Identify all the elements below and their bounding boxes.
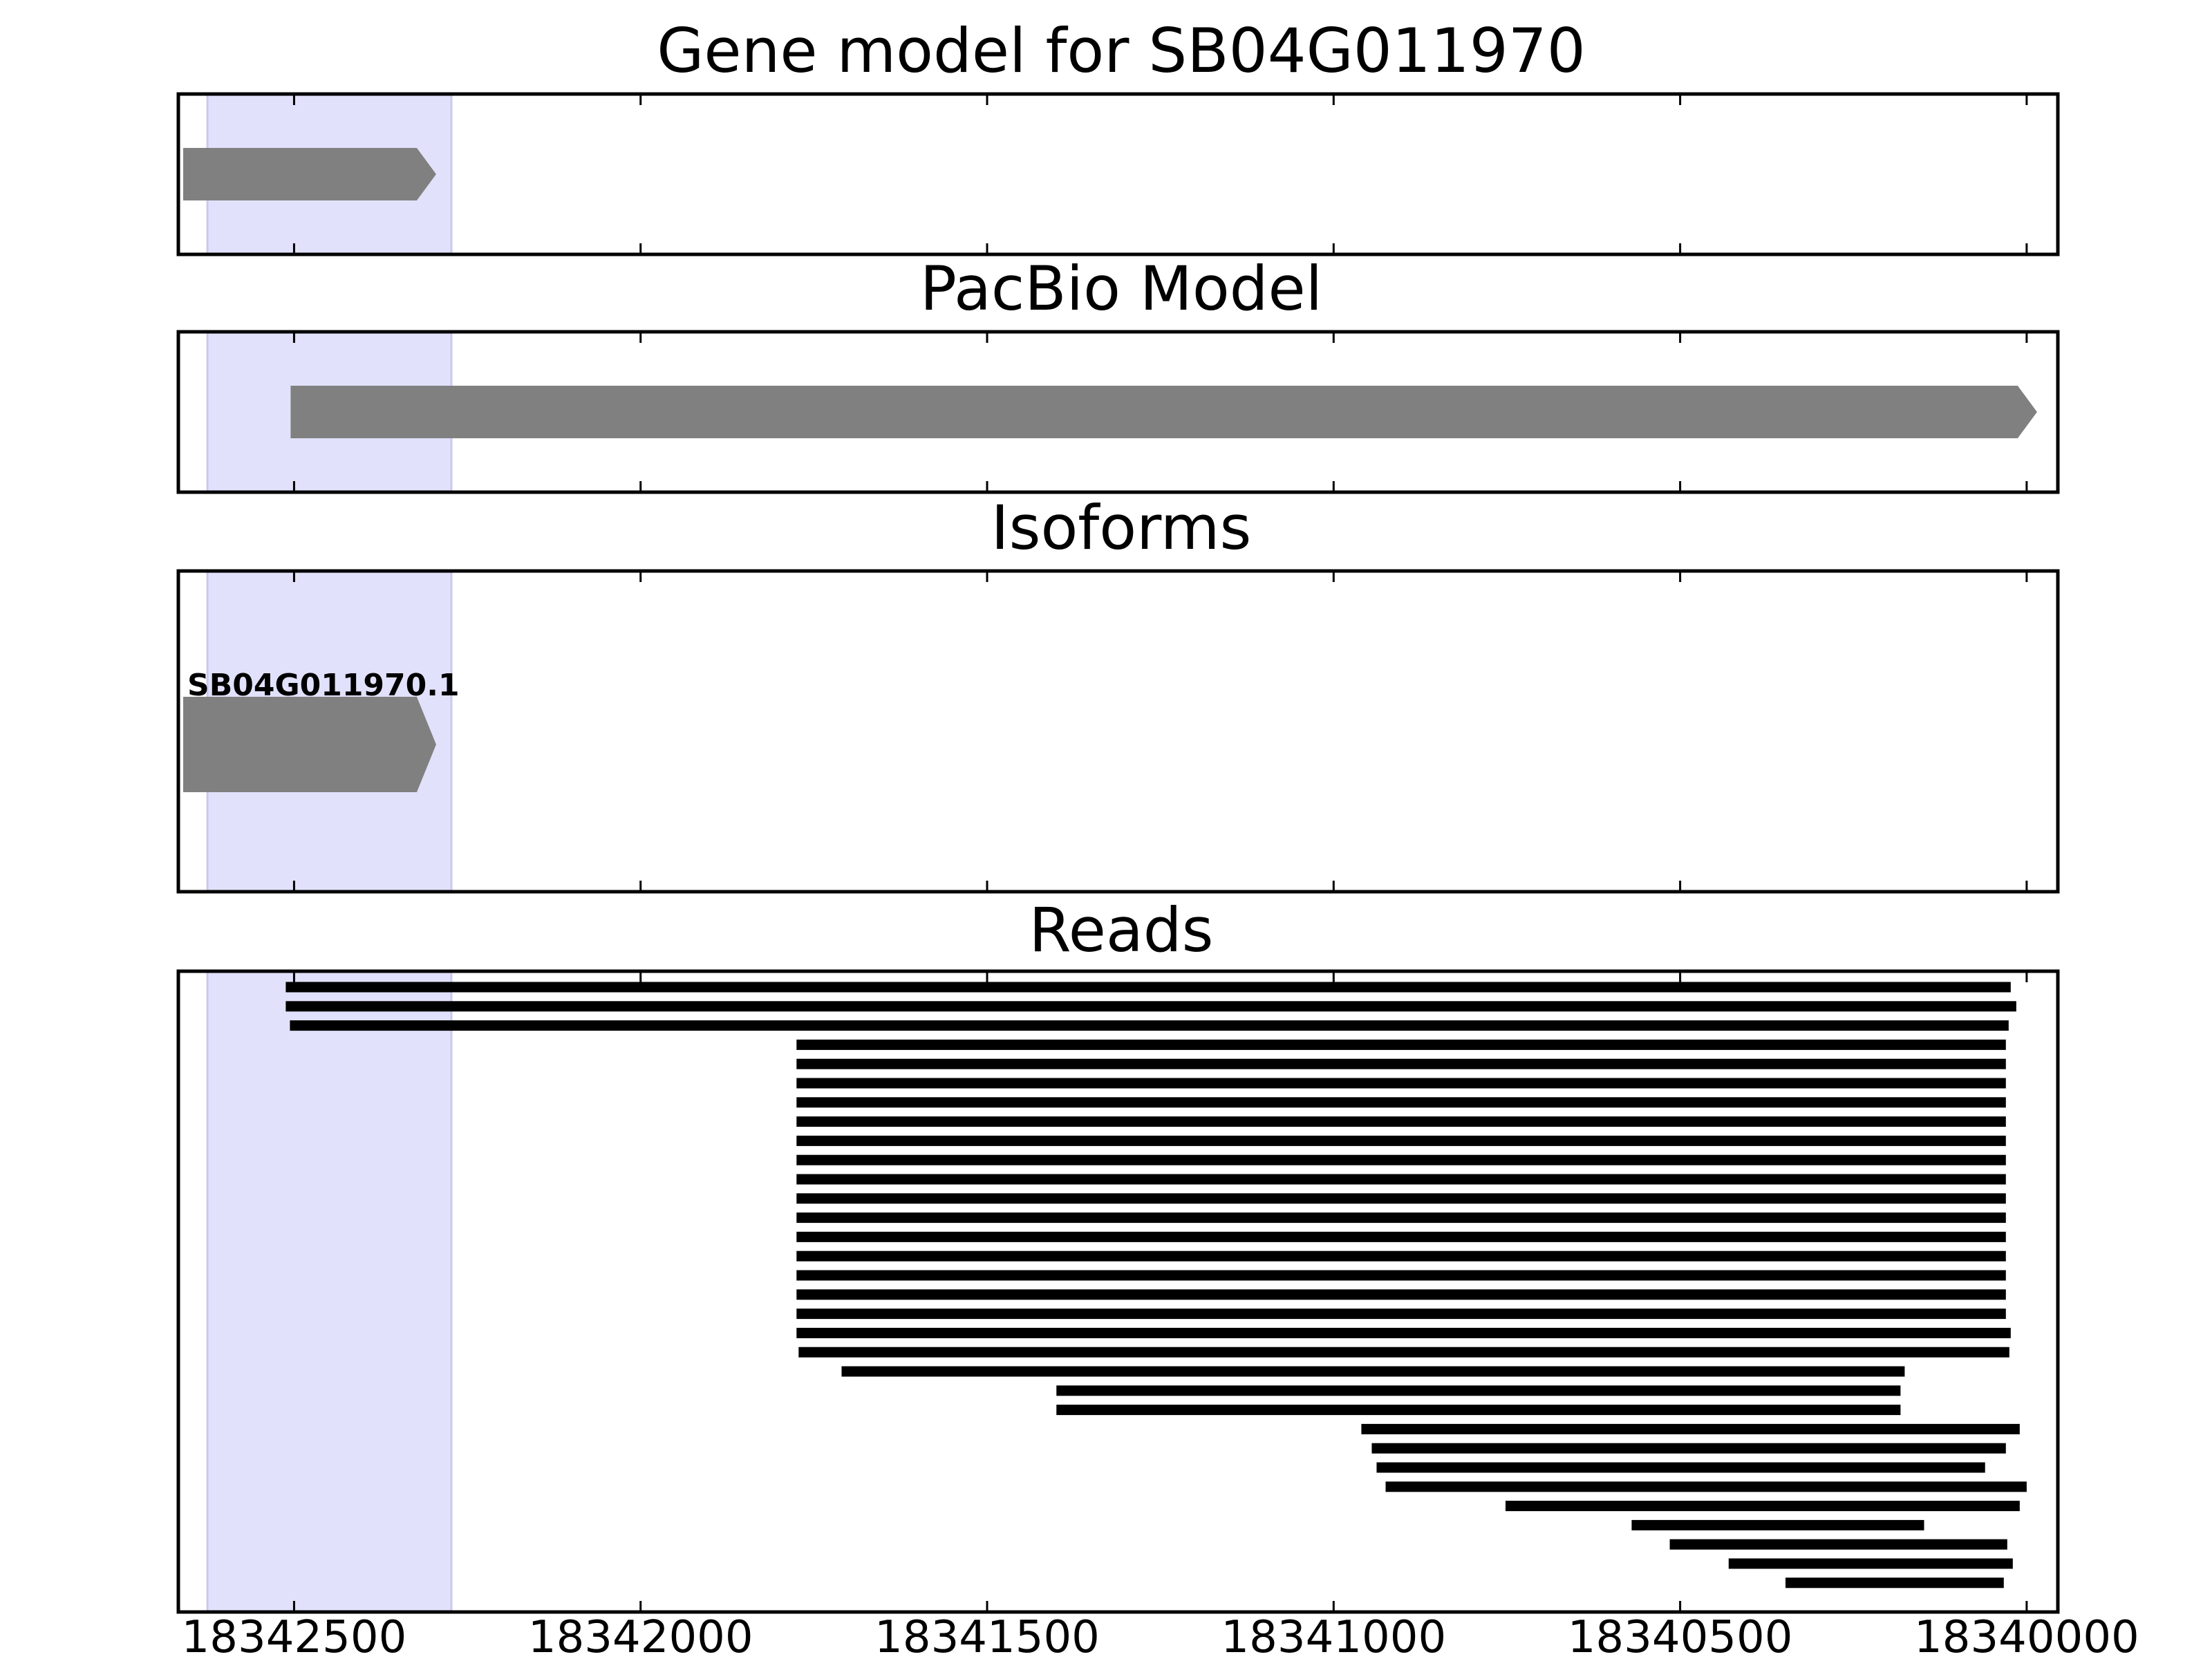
read-bar [796, 1250, 2006, 1262]
pacbio-model-panel [176, 330, 2060, 494]
x-tick-label: 18341000 [1221, 1612, 1446, 1659]
x-tick-label: 18342500 [182, 1612, 407, 1659]
read-bar [796, 1212, 2006, 1224]
isoform-feature [183, 697, 436, 792]
read-bar [796, 1039, 2006, 1050]
read-bar [796, 1309, 2006, 1320]
gene-model-panel [176, 92, 2060, 256]
reads-panel [176, 969, 2060, 1614]
read-bar [796, 1231, 2006, 1242]
read-bar [1385, 1481, 2027, 1492]
read-bar [796, 1058, 2006, 1069]
read-bar [798, 1347, 2009, 1358]
read-bar [796, 1097, 2006, 1108]
read-bar [1056, 1385, 1901, 1396]
read-bar [1376, 1462, 1985, 1473]
x-tick-label: 18340500 [1568, 1612, 1793, 1659]
read-bar [1361, 1423, 2020, 1434]
read-bar [841, 1366, 1905, 1377]
reads-highlight-region [207, 971, 452, 1612]
read-bar [290, 1020, 2009, 1031]
read-bar [1631, 1519, 1924, 1530]
read-bar [796, 1154, 2006, 1165]
x-tick-label: 18341500 [874, 1612, 1100, 1659]
read-bar [796, 1270, 2006, 1281]
read-bar [285, 1001, 2016, 1012]
read-bar [796, 1078, 2006, 1089]
read-bar [1669, 1539, 2007, 1550]
isoforms-frame [176, 569, 2060, 894]
reads-frame [176, 969, 2060, 1614]
read-bar [1505, 1501, 2020, 1512]
pacbio-model-title: PacBio Model [920, 253, 1322, 324]
read-bar [1785, 1577, 2004, 1588]
x-tick-label: 18340000 [1914, 1612, 2139, 1659]
read-bar [796, 1289, 2006, 1300]
read-bar [796, 1327, 2011, 1338]
read-bar [796, 1174, 2006, 1185]
read-bar [285, 982, 2011, 993]
gene-model-feature [183, 148, 436, 200]
isoforms-panel: SB04G011970.1 [176, 569, 2060, 894]
isoforms-title: Isoforms [991, 492, 1252, 563]
read-bar [796, 1135, 2006, 1146]
isoform-label: SB04G011970.1 [187, 668, 460, 703]
read-bar [796, 1193, 2006, 1204]
read-bar [796, 1116, 2006, 1127]
x-tick-label: 18342000 [528, 1612, 753, 1659]
read-bar [1056, 1405, 1901, 1416]
reads-title: Reads [1029, 894, 1214, 966]
gene-model-title: Gene model for SB04G011970 [657, 15, 1586, 86]
gene-model-frame [176, 92, 2060, 256]
read-bar [1728, 1558, 2013, 1569]
pacbio-model-frame [176, 330, 2060, 494]
pacbio-model-feature [290, 386, 2037, 438]
x-axis-tick-labels: 18342500 18342000 18341500 18341000 18340500… [182, 1612, 2139, 1659]
read-bar [1371, 1443, 2006, 1454]
